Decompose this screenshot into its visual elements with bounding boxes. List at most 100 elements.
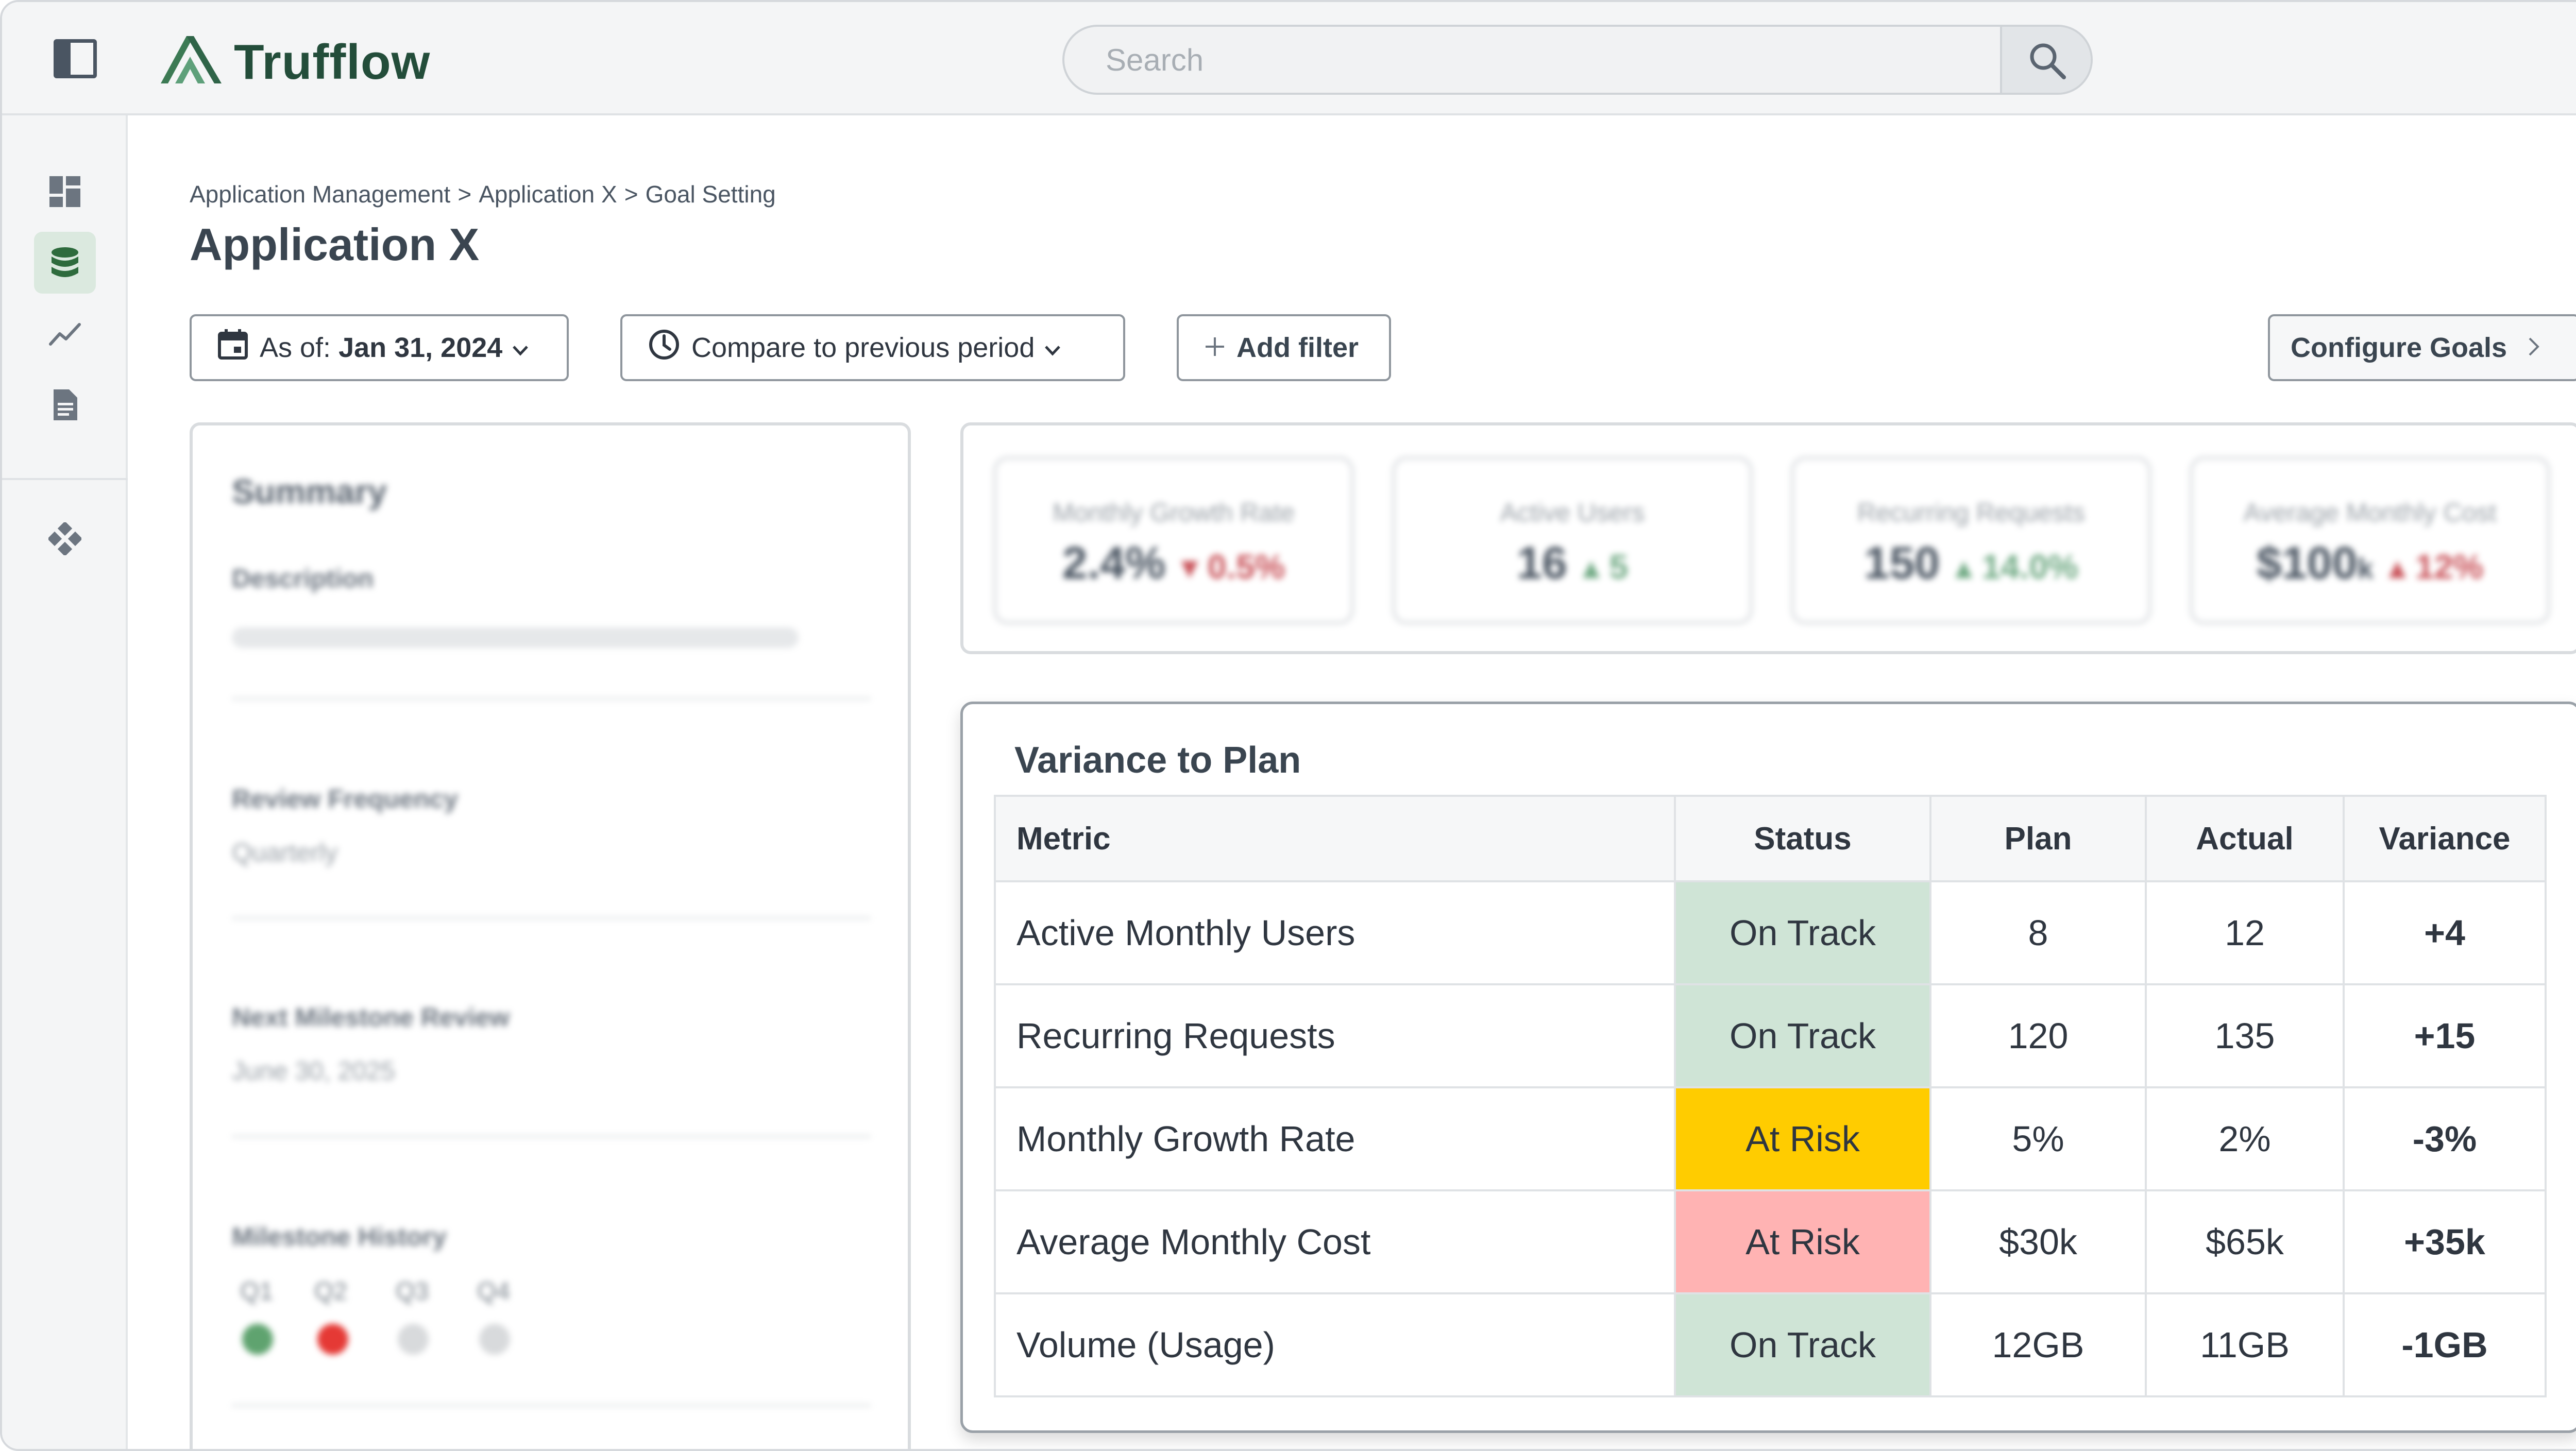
metric-cell: Active Monthly Users [994,880,1676,985]
plan-cell: $30k [1929,1189,2147,1294]
actual-cell: 135 [2145,983,2345,1088]
actual-cell: 2% [2145,1086,2345,1191]
kpi-label: Monthly Growth Rate [1053,498,1295,527]
quarter-label: Q3 [396,1278,429,1305]
table-row[interactable]: Volume (Usage) On Track 12GB 11GB -1GB [994,1292,2547,1397]
calendar-icon [217,329,248,367]
clock-icon [648,329,680,367]
search-bar [1062,25,2093,95]
compare-period-dropdown[interactable]: Compare to previous period [620,314,1125,381]
kpi-delta-up: ▴ 5 [1582,548,1629,586]
search-input[interactable] [1064,27,2002,93]
as-of-date-dropdown[interactable]: As of: Jan 31, 2024 [190,314,569,381]
add-filter-button[interactable]: Add filter [1177,314,1391,381]
kpi-delta-down: ▾ 0.5% [1181,548,1285,586]
table-header-row: Metric Status Plan Actual Variance [994,795,2547,882]
kpi-delta-value: 0.5% [1207,548,1285,586]
quarter-status-dot [242,1324,273,1355]
kpi-value: 16 [1516,537,1567,588]
description-placeholder [232,627,799,648]
variance-cell: +4 [2343,880,2547,985]
configure-goals-label: Configure Goals [2291,332,2507,363]
review-frequency-label: Review Frequency [232,784,459,813]
dashboard-icon [49,176,80,207]
quarter-status-dot [317,1324,348,1355]
next-milestone-label: Next Milestone Review [232,1003,510,1032]
description-label: Description [232,564,374,593]
kpi-delta-down: ▴ 12% [2388,548,2484,586]
kpi-card-average-cost[interactable]: Average Monthly Cost $100k ▴ 12% [2190,456,2550,624]
breadcrumb-item-application-management[interactable]: Application Management [190,181,451,208]
kpi-value-row: 2.4% ▾ 0.5% [996,537,1351,589]
column-header-metric[interactable]: Metric [994,795,1676,882]
table-row[interactable]: Active Monthly Users On Track 8 12 +4 [994,880,2547,985]
summary-divider [232,697,871,700]
actual-cell: $65k [2145,1189,2345,1294]
kpi-delta-up: ▴ 14.0% [1955,548,2078,586]
kpi-card-recurring-requests[interactable]: Recurring Requests 150 ▴ 14.0% [1791,456,2151,624]
breadcrumb-item-application-x[interactable]: Application X [479,181,617,208]
summary-divider [232,1404,871,1407]
milestone-history-label: Milestone History [232,1222,447,1251]
metric-cell: Monthly Growth Rate [994,1086,1676,1191]
sidebar-toggle-icon[interactable] [54,39,97,78]
add-filter-label: Add filter [1236,332,1359,363]
kpi-card-active-users[interactable]: Active Users 16 ▴ 5 [1392,456,1753,624]
plus-icon [1205,332,1225,364]
column-header-plan[interactable]: Plan [1929,795,2147,882]
status-cell: On Track [1674,1292,1931,1397]
plan-cell: 8 [1929,880,2147,985]
as-of-prefix: As of: [260,332,339,363]
chevron-down-icon [1044,332,1061,364]
sidebar-item-dashboard[interactable] [34,161,96,223]
quarter-label: Q4 [477,1278,511,1305]
kpi-strip: Monthly Growth Rate 2.4% ▾ 0.5% Active Us… [960,422,2576,654]
configure-goals-button[interactable]: Configure Goals [2268,314,2576,381]
kpi-label: Recurring Requests [1857,498,2085,527]
summary-divider [232,917,871,919]
trufflow-logo-icon [161,36,222,83]
breadcrumb-separator: > [457,181,472,208]
plan-cell: 120 [1929,983,2147,1088]
sidebar-item-database[interactable] [34,232,96,294]
kpi-delta-value: 14.0% [1981,548,2078,586]
document-icon [54,389,77,420]
chevron-down-icon [512,332,529,364]
kpi-value-row: 16 ▴ 5 [1395,537,1750,589]
status-cell: On Track [1674,880,1931,985]
table-row[interactable]: Average Monthly Cost At Risk $30k $65k +… [994,1189,2547,1294]
sidebar-item-trends[interactable] [34,303,96,365]
sidebar [2,115,128,1449]
sidebar-item-integrations[interactable] [34,508,96,570]
metric-cell: Recurring Requests [994,983,1676,1088]
breadcrumb-item-goal-setting: Goal Setting [645,181,776,208]
variance-title: Variance to Plan [1014,740,1301,781]
variance-table: Metric Status Plan Actual Variance Activ… [994,795,2547,1397]
top-bar: Trufflow [2,2,2576,115]
variance-cell: +15 [2343,983,2547,1088]
search-button[interactable] [2000,27,2091,93]
chevron-right-icon [2528,332,2540,364]
kpi-value: 2.4% [1062,537,1166,588]
table-row[interactable]: Recurring Requests On Track 120 135 +15 [994,983,2547,1088]
column-header-actual[interactable]: Actual [2145,795,2345,882]
kpi-unit: k [2357,552,2374,585]
app-name: Trufflow [234,35,431,90]
column-header-variance[interactable]: Variance [2343,795,2547,882]
trend-icon [49,323,81,346]
status-cell: At Risk [1674,1086,1931,1191]
sidebar-item-documents[interactable] [34,374,96,436]
status-cell: On Track [1674,983,1931,1088]
summary-card: Summary Description Review Frequency Qua… [190,422,911,1449]
quarter-status-dot [398,1324,429,1355]
column-header-status[interactable]: Status [1674,795,1931,882]
review-frequency-value: Quarterly [232,838,338,867]
summary-title: Summary [232,472,387,510]
as-of-value: Jan 31, 2024 [338,332,503,363]
table-row[interactable]: Monthly Growth Rate At Risk 5% 2% -3% [994,1086,2547,1191]
kpi-label: Average Monthly Cost [2243,498,2497,527]
next-milestone-value: June 30, 2025 [232,1056,395,1085]
kpi-value: $100 [2256,537,2358,588]
breadcrumb: Application Management > Application X > Goa… [190,180,783,208]
kpi-card-growth-rate[interactable]: Monthly Growth Rate 2.4% ▾ 0.5% [993,456,1354,624]
